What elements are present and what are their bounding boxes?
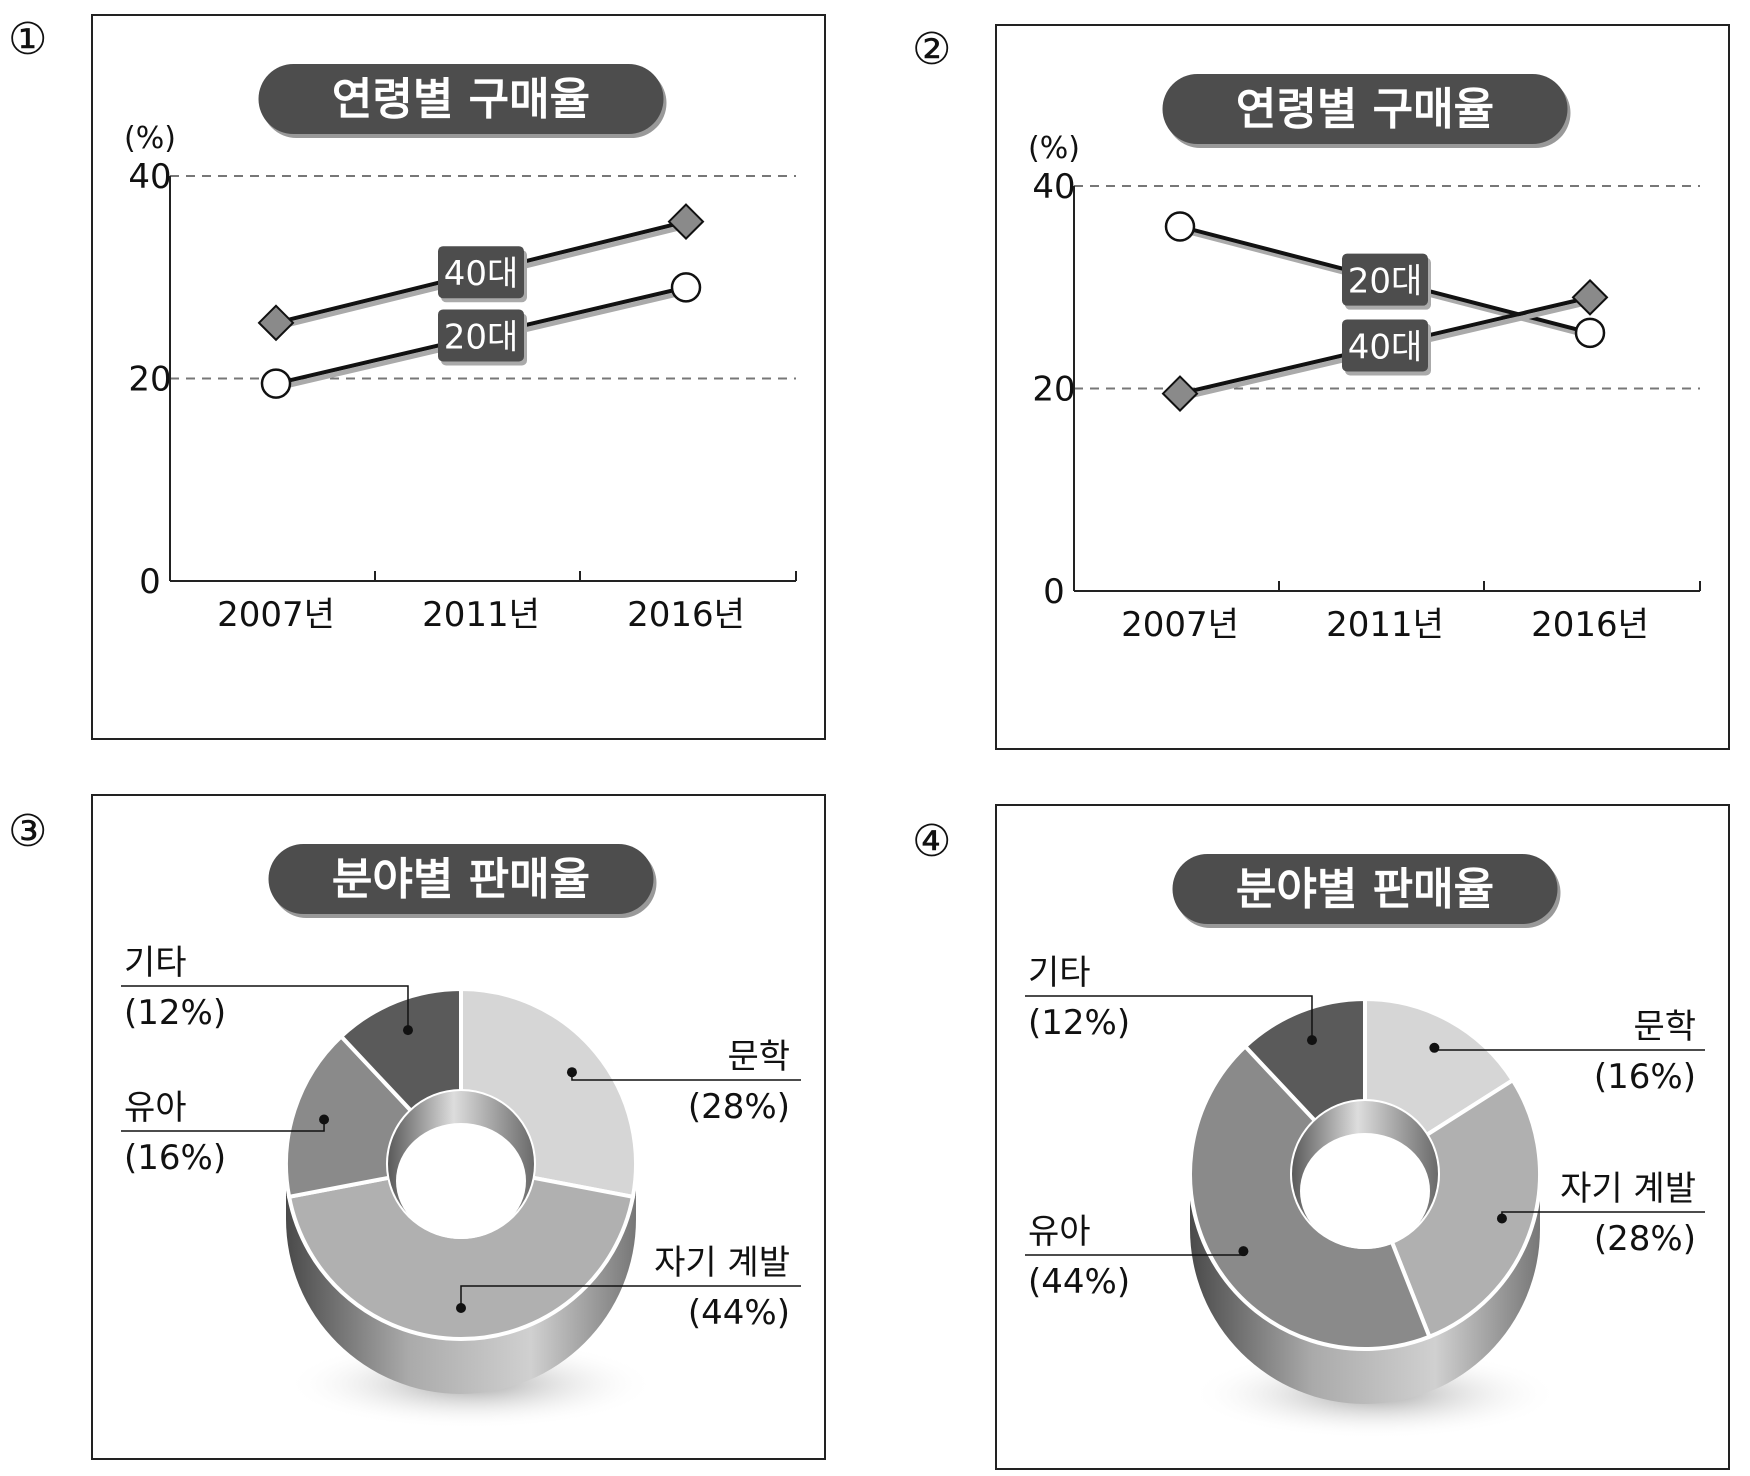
slice-label-기타-2: 기타: [124, 943, 187, 983]
slice-label-기타-3: 기타: [1028, 953, 1091, 993]
leader-dot-기타-3: [1306, 1035, 1317, 1046]
slice-pct-기타-3: (12%): [1028, 1003, 1130, 1043]
y-tick-label-40-0: 40: [128, 157, 171, 197]
slice-pct-유아-3: (44%): [1028, 1262, 1130, 1302]
slice-label-문학-2: 문학: [727, 1037, 790, 1077]
chart-title-0: 연령별 구매율: [332, 74, 590, 125]
y-tick-label-20-1: 20: [1032, 370, 1075, 410]
series-label-box-0-0: [438, 246, 524, 299]
y-tick-label-0-0: 0: [139, 562, 161, 602]
slice-label-자기 계발-3: 자기 계발: [1560, 1169, 1696, 1209]
x-tick-label-2-1: 2016년: [1531, 605, 1649, 645]
donut-hole-2: [396, 1123, 526, 1239]
series-label-box-0-1: [1342, 253, 1428, 306]
series-label-40대-0: 40대: [444, 254, 519, 294]
series-label-40대-1: 40대: [1348, 327, 1423, 367]
panel-number-3: ③: [8, 806, 48, 857]
x-tick-label-0-1: 2007년: [1121, 605, 1239, 645]
panel-number-1: ①: [8, 14, 48, 65]
series-label-20대-1: 20대: [1348, 262, 1423, 302]
y-unit-label-0: (%): [124, 121, 176, 156]
chart-title-0-pill: [258, 64, 664, 134]
point-20대-0-1: [1164, 211, 1196, 242]
series-label-20대-0: 20대: [444, 317, 519, 357]
slice-pct-문학-2: (28%): [688, 1087, 790, 1127]
slice-pct-문학-3: (16%): [1594, 1057, 1696, 1097]
y-tick-label-20-0: 20: [128, 360, 171, 400]
leader-dot-문학-2: [566, 1067, 577, 1078]
leader-dot-유아-2: [319, 1114, 330, 1125]
point-20대-0-0: [260, 368, 292, 399]
point-40대-1-1: [1571, 278, 1609, 316]
chart-title-3: 분야별 판매율: [1236, 864, 1494, 915]
slice-pct-자기 계발-2: (44%): [688, 1293, 790, 1333]
donut-hole-3: [1300, 1133, 1430, 1249]
slice-pct-기타-2: (12%): [124, 993, 226, 1033]
point-40대-0-0: [257, 304, 295, 342]
series-label-box-1-0: [438, 309, 524, 362]
leader-dot-문학-3: [1429, 1042, 1440, 1053]
slice-pct-유아-2: (16%): [124, 1138, 226, 1178]
leader-line-기타-2: [121, 985, 409, 1031]
chart-title-3-pill: [1172, 854, 1558, 924]
panel-number-4: ④: [912, 816, 952, 867]
x-tick-label-1-1: 2011년: [1326, 605, 1444, 645]
leader-dot-기타-2: [402, 1025, 413, 1036]
slice-label-유아-3: 유아: [1028, 1212, 1091, 1252]
x-tick-label-2-0: 2016년: [627, 595, 745, 635]
slice-pct-자기 계발-3: (28%): [1594, 1219, 1696, 1259]
y-tick-label-40-1: 40: [1032, 167, 1075, 207]
leader-line-기타-3: [1025, 995, 1313, 1041]
leader-line-자기 계발-2: [460, 1285, 801, 1308]
chart-title-2-pill: [268, 844, 654, 914]
y-tick-label-0-1: 0: [1043, 572, 1065, 612]
panel-number-2: ②: [912, 24, 952, 75]
point-20대-1-1: [1574, 317, 1606, 349]
leader-dot-자기 계발-2: [456, 1303, 466, 1313]
point-40대-0-1: [1161, 375, 1199, 412]
chart-title-1-pill: [1162, 74, 1568, 144]
slice-label-유아-2: 유아: [124, 1088, 187, 1128]
y-unit-label-1: (%): [1028, 131, 1080, 166]
slice-label-자기 계발-2: 자기 계발: [654, 1243, 790, 1283]
chart-title-1: 연령별 구매율: [1236, 84, 1494, 135]
series-label-box-1-1: [1342, 319, 1428, 372]
x-tick-label-1-0: 2011년: [422, 595, 540, 635]
slice-label-문학-3: 문학: [1633, 1007, 1696, 1047]
leader-dot-자기 계발-3: [1496, 1213, 1507, 1224]
point-20대-1-0: [670, 272, 702, 303]
point-40대-1-0: [667, 203, 705, 240]
x-tick-label-0-0: 2007년: [217, 595, 335, 635]
leader-dot-유아-3: [1238, 1246, 1249, 1257]
chart-title-2: 분야별 판매율: [332, 854, 590, 905]
